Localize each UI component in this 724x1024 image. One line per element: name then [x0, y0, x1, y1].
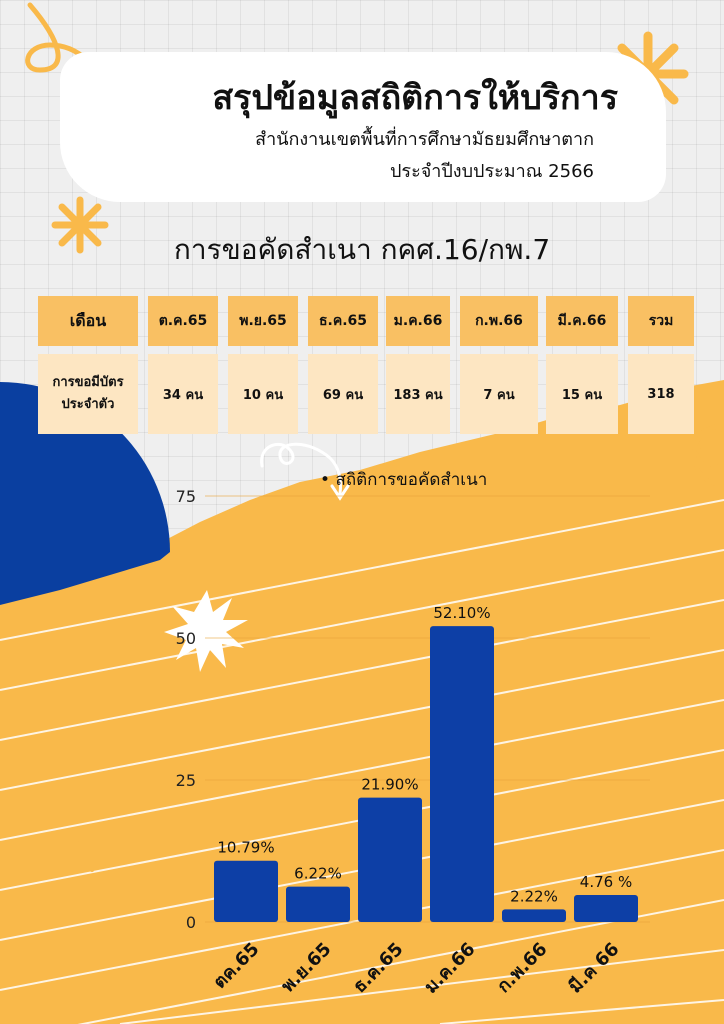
orange-ring-right	[692, 423, 724, 487]
table-header-cell: ก.พ.66	[460, 296, 538, 346]
y-tick-label: 0	[186, 913, 196, 932]
x-tick-label: มี.ค 66	[565, 939, 624, 998]
y-tick-label: 25	[176, 771, 196, 790]
table-value-cell: 15 คน	[546, 354, 618, 434]
y-tick-label: 50	[176, 629, 196, 648]
table-header-cell: พ.ย.65	[228, 296, 298, 346]
data-label: 21.90%	[361, 776, 418, 794]
chart-title-bullet: •	[320, 470, 336, 490]
data-label: 4.76 %	[580, 873, 632, 891]
table-value-cell: 69 คน	[308, 354, 378, 434]
table-header-cell: ต.ค.65	[148, 296, 218, 346]
table-header-cell: รวม	[628, 296, 694, 346]
orange-paper-area	[0, 380, 724, 1024]
x-tick-label: พ.ย.65	[277, 939, 335, 997]
table-row-header: การขอมีบัตรประจำตัว	[38, 354, 138, 434]
section-title: การขอคัดสำเนา กคศ.16/กพ.7	[173, 233, 551, 266]
asterisk-small-bottom-left	[72, 832, 112, 872]
chart-bar	[214, 860, 278, 922]
table-value-cell: 318	[628, 354, 694, 434]
chart-bar	[358, 797, 422, 922]
table-value-cell: 183 คน	[386, 354, 450, 434]
page-subtitle: สำนักงานเขตพื้นที่การศึกษามัธยมศึกษาตาก	[255, 129, 594, 150]
page-subtitle-year: ประจำปีงบประมาณ 2566	[389, 161, 594, 182]
chart-title-text: สถิติการขอคัดสำเนา	[335, 470, 488, 490]
table-value-cell: 7 คน	[460, 354, 538, 434]
paper-lines	[0, 499, 724, 1024]
white-squiggle	[260, 442, 342, 496]
chart-title: • สถิติการขอคัดสำเนา	[320, 466, 487, 493]
y-tick-label: 75	[176, 487, 196, 506]
white-arrow-head	[330, 484, 350, 501]
data-label: 10.79%	[217, 839, 274, 857]
chart-bar	[502, 909, 566, 922]
table-header-cell: ธ.ค.65	[308, 296, 378, 346]
chart-bar	[286, 886, 350, 922]
x-tick-label: ก.พ.66	[493, 939, 551, 997]
table-header-cell: ม.ค.66	[386, 296, 450, 346]
data-label: 2.22%	[510, 887, 558, 905]
x-tick-label: ตค.65	[209, 939, 263, 993]
table-value-cell: 10 คน	[228, 354, 298, 434]
asterisk-left	[51, 196, 109, 254]
data-label: 6.22%	[294, 865, 342, 883]
chart-bar	[430, 626, 494, 922]
blue-circle	[0, 382, 170, 605]
x-tick-label: ธ.ค.65	[349, 939, 408, 998]
x-tick-label: ม.ค.66	[420, 939, 479, 998]
table-header-month: เดือน	[38, 296, 138, 346]
white-starburst	[164, 590, 248, 672]
data-label: 52.10%	[433, 604, 490, 622]
page-title: สรุปข้อมูลสถิติการให้บริการ	[212, 78, 618, 118]
title-card	[60, 52, 666, 202]
chart-bar	[574, 894, 638, 922]
table-header-cell: มี.ค.66	[546, 296, 618, 346]
table-value-cell: 34 คน	[148, 354, 218, 434]
